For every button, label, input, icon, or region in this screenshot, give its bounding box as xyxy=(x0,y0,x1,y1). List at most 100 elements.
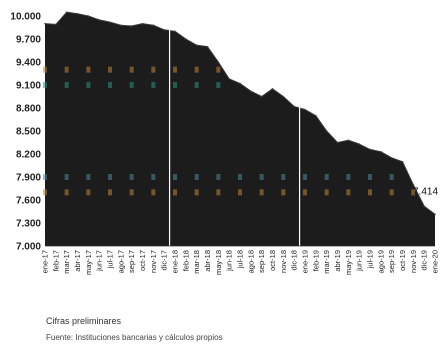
texture-mark xyxy=(129,82,134,88)
series-line-segment xyxy=(88,15,100,21)
last-value-label: 7.414 xyxy=(413,186,438,197)
x-tick-label: ene-20 xyxy=(431,250,440,273)
texture-mark xyxy=(368,174,372,180)
x-tick-label: ago-19 xyxy=(376,250,385,273)
texture-mark xyxy=(411,189,416,196)
texture-mark xyxy=(151,174,156,180)
data-point xyxy=(55,23,57,26)
texture-mark xyxy=(346,189,351,196)
x-tick-label: may-17 xyxy=(84,250,93,275)
y-axis: 7.000 7.300 7.600 7.900 8.200 8.500 8.800 9.100… xyxy=(10,12,435,253)
x-tick-label: mar-18 xyxy=(192,250,201,274)
source-note: Fuente: Instituciones bancarias y cálcul… xyxy=(46,333,223,342)
texture-mark xyxy=(303,174,307,180)
y-tick-label: 10.000 xyxy=(10,12,41,23)
texture-mark xyxy=(259,189,264,196)
series-line-segment xyxy=(142,23,154,26)
texture-mark xyxy=(43,82,47,88)
data-point xyxy=(185,38,187,40)
texture-mark xyxy=(108,82,112,88)
series-line-segment xyxy=(120,24,132,27)
x-tick-label: feb-17 xyxy=(51,250,60,271)
texture-mark xyxy=(368,189,372,196)
x-tick-label: sep-19 xyxy=(387,250,396,273)
series-line-segment xyxy=(423,205,436,215)
data-point xyxy=(293,105,295,108)
x-tick-label: dic-18 xyxy=(290,250,299,270)
y-tick-label: 7.000 xyxy=(16,242,41,253)
texture-mark xyxy=(151,189,156,196)
data-point xyxy=(206,45,209,48)
texture-mark xyxy=(43,189,47,196)
data-point xyxy=(358,143,360,145)
series-line-segment xyxy=(228,78,241,84)
data-point xyxy=(120,24,122,27)
x-tick-label: feb-19 xyxy=(311,250,320,271)
data-point xyxy=(260,95,263,98)
texture-mark xyxy=(389,189,394,196)
y-tick-label: 7.900 xyxy=(16,173,41,184)
x-tick-label: jul-18 xyxy=(236,250,245,269)
data-point xyxy=(347,139,350,141)
data-point xyxy=(271,88,274,90)
texture-mark xyxy=(43,174,47,180)
x-tick-label: jun-18 xyxy=(225,250,234,272)
x-tick-label: sep-18 xyxy=(257,250,266,273)
data-point xyxy=(163,29,165,31)
series-line-segment xyxy=(402,161,414,185)
series-line-segment xyxy=(250,90,262,97)
texture-mark xyxy=(216,82,221,88)
x-tick-label: ene-18 xyxy=(171,250,180,273)
x-tick-label: dic-19 xyxy=(420,250,429,270)
x-tick-label: sep-17 xyxy=(127,250,136,273)
x-tick-label: nov-19 xyxy=(409,250,418,273)
x-tick-label: oct-19 xyxy=(398,250,407,271)
texture-mark xyxy=(108,66,112,73)
texture-mark xyxy=(64,82,69,88)
texture-mark xyxy=(346,174,351,180)
texture-mark xyxy=(43,66,47,73)
x-tick-label: feb-18 xyxy=(181,250,190,271)
texture-mark xyxy=(194,189,199,196)
series-line-segment xyxy=(131,23,143,27)
texture-mark xyxy=(216,189,221,196)
series-area xyxy=(45,12,435,247)
data-point xyxy=(390,157,393,159)
texture-mark xyxy=(324,189,329,196)
y-tick-label: 9.100 xyxy=(16,81,41,92)
x-tick-label: may-18 xyxy=(214,250,223,275)
texture-mark xyxy=(173,66,177,73)
data-point xyxy=(76,12,79,15)
series-line-segment xyxy=(337,139,349,143)
x-tick-label: abr-19 xyxy=(333,250,342,272)
y-tick-label: 9.700 xyxy=(16,35,41,46)
texture-mark xyxy=(238,189,242,196)
texture-mark xyxy=(281,189,286,196)
x-axis: ene-17 feb-17 mar-17 abr-17 may-17 jun-17 jul-… xyxy=(41,250,440,275)
y-tick-label: 7.300 xyxy=(16,219,41,230)
series-line-segment xyxy=(44,23,56,25)
data-point xyxy=(423,205,425,207)
texture-mark xyxy=(129,189,134,196)
series-line-segment xyxy=(217,61,230,80)
data-point xyxy=(174,30,176,33)
series-line-segment xyxy=(239,83,252,92)
series-line-segment xyxy=(261,88,273,97)
series-line-segment xyxy=(369,148,381,153)
series-line-segment xyxy=(282,96,295,107)
texture-mark xyxy=(86,189,91,196)
data-point xyxy=(195,44,198,46)
texture-mark xyxy=(129,174,134,180)
texture-mark xyxy=(194,82,199,88)
texture-mark xyxy=(173,174,177,180)
data-point xyxy=(44,22,46,25)
data-point xyxy=(304,108,306,111)
y-tick-label: 8.800 xyxy=(16,104,41,115)
texture-mark xyxy=(173,82,177,88)
series-line-segment xyxy=(391,157,403,163)
data-point xyxy=(434,213,436,216)
texture-mark xyxy=(281,174,286,180)
series-line-segment xyxy=(272,88,284,97)
series-line-segment xyxy=(99,19,111,23)
texture-mark xyxy=(151,82,156,88)
